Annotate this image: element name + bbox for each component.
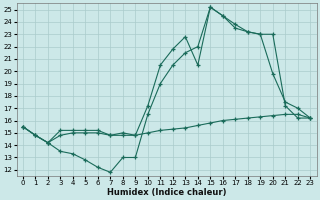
X-axis label: Humidex (Indice chaleur): Humidex (Indice chaleur) bbox=[107, 188, 226, 197]
